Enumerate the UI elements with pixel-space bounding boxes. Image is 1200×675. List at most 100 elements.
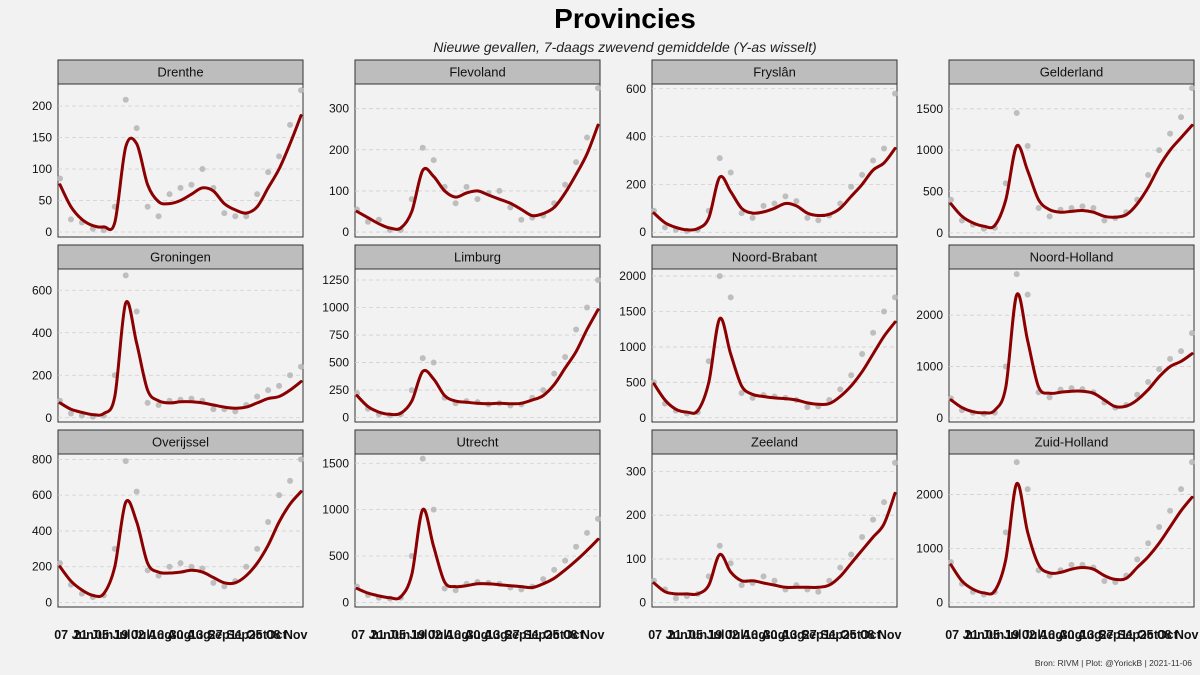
data-point: [738, 210, 745, 217]
strip-gelderland: [948, 59, 1195, 85]
data-point: [298, 363, 304, 370]
y-tick-label: 0: [342, 411, 349, 425]
y-tick-label: 400: [626, 130, 646, 144]
y-tick-label: 400: [32, 524, 52, 538]
series-line-zuid-holland: [949, 482, 1194, 596]
data-point: [771, 200, 778, 207]
data-point: [276, 492, 283, 499]
strip-noord-brabant: [651, 244, 898, 270]
data-point: [1101, 217, 1108, 224]
y-tick-label: 400: [32, 326, 52, 340]
data-point: [562, 557, 569, 564]
y-tick-label: 600: [32, 283, 52, 297]
data-point: [155, 402, 162, 408]
data-point: [716, 542, 723, 549]
data-point: [837, 386, 844, 393]
x-tick-label: 11 Oct: [527, 628, 565, 642]
data-point: [354, 390, 360, 397]
y-tick-label: 200: [32, 99, 52, 113]
y-tick-label: 100: [32, 162, 52, 176]
y-tick-label: 1500: [322, 456, 349, 470]
data-point: [1178, 348, 1185, 355]
x-tick-label: 02 Aug: [1022, 628, 1063, 642]
data-point: [419, 355, 426, 362]
data-point: [188, 563, 195, 570]
y-tick-label: 1250: [322, 273, 349, 287]
x-tick-label: 07 Jun: [648, 628, 688, 642]
chart-title: Provincies: [554, 3, 696, 34]
panels: Drenthe 0 50 100 150 200 Flevoland 0 100 200 300 Fr…: [32, 59, 1199, 642]
data-point: [848, 372, 855, 379]
strip-zuid-holland: [948, 429, 1195, 455]
x-tick-label: 05 Jul: [95, 628, 130, 642]
data-point: [584, 304, 591, 311]
y-tick-label: 250: [329, 383, 349, 397]
x-tick-label: 11 Oct: [1121, 628, 1159, 642]
x-tick-label: 13 Sep: [1080, 628, 1121, 642]
data-point: [1013, 109, 1020, 116]
data-point: [1035, 205, 1042, 212]
x-tick-label: 21 Jun: [668, 628, 708, 642]
data-point: [1156, 147, 1163, 154]
data-point: [948, 196, 954, 203]
data-point: [1145, 378, 1152, 385]
x-tick-label: 05 Jul: [689, 628, 724, 642]
data-point: [1178, 114, 1185, 121]
y-tick-label: 0: [342, 595, 349, 609]
data-point: [782, 193, 789, 200]
data-point: [727, 169, 734, 176]
plot-area-limburg: [354, 268, 601, 423]
data-point: [144, 203, 151, 210]
data-point: [67, 410, 74, 417]
data-point: [232, 408, 239, 415]
data-point: [188, 395, 195, 402]
y-tick-label: 0: [45, 596, 52, 610]
strip-label-drenthe: Drenthe: [157, 65, 203, 80]
data-point: [672, 595, 679, 602]
data-point: [375, 216, 382, 223]
y-tick-label: 0: [45, 411, 52, 425]
data-point: [551, 370, 558, 377]
y-tick-label: 0: [342, 225, 349, 239]
data-point: [199, 166, 206, 172]
panel-noord-brabant: Noord-Brabant 0 500 1000 1500 2000: [619, 244, 898, 425]
data-point: [221, 210, 228, 217]
data-point: [1002, 529, 1009, 536]
data-point: [408, 387, 415, 394]
data-point: [243, 563, 250, 570]
data-point: [595, 277, 601, 284]
data-point: [584, 529, 591, 536]
data-point: [254, 191, 261, 198]
plot-area-drenthe: [57, 83, 304, 238]
plot-area-gelderland: [948, 83, 1195, 238]
plot-area-noord-holland: [948, 268, 1195, 423]
data-point: [1156, 523, 1163, 530]
data-point: [1189, 330, 1195, 337]
data-point: [1167, 355, 1174, 362]
data-point: [232, 213, 239, 220]
data-point: [661, 224, 668, 231]
data-point: [1068, 561, 1075, 568]
data-point: [298, 456, 304, 463]
data-point: [122, 272, 129, 279]
x-tick-label: 27 Sep: [209, 628, 250, 642]
x-tick-label: 21 Jun: [371, 628, 411, 642]
data-point: [948, 559, 954, 566]
strip-label-zeeland: Zeeland: [751, 435, 798, 450]
y-tick-label: 1000: [619, 340, 646, 354]
data-point: [1046, 213, 1053, 220]
data-point: [144, 399, 151, 406]
data-point: [562, 181, 569, 188]
y-tick-label: 1000: [916, 143, 943, 157]
data-point: [188, 181, 195, 188]
data-point: [1046, 394, 1053, 401]
data-point: [1167, 507, 1174, 514]
x-tick-label: 13 Sep: [486, 628, 527, 642]
y-tick-label: 2000: [916, 488, 943, 502]
data-point: [155, 213, 162, 220]
series-line-overijssel: [58, 490, 303, 599]
data-point: [1189, 459, 1195, 466]
series-line-flevoland: [355, 123, 600, 231]
y-tick-label: 2000: [619, 269, 646, 283]
